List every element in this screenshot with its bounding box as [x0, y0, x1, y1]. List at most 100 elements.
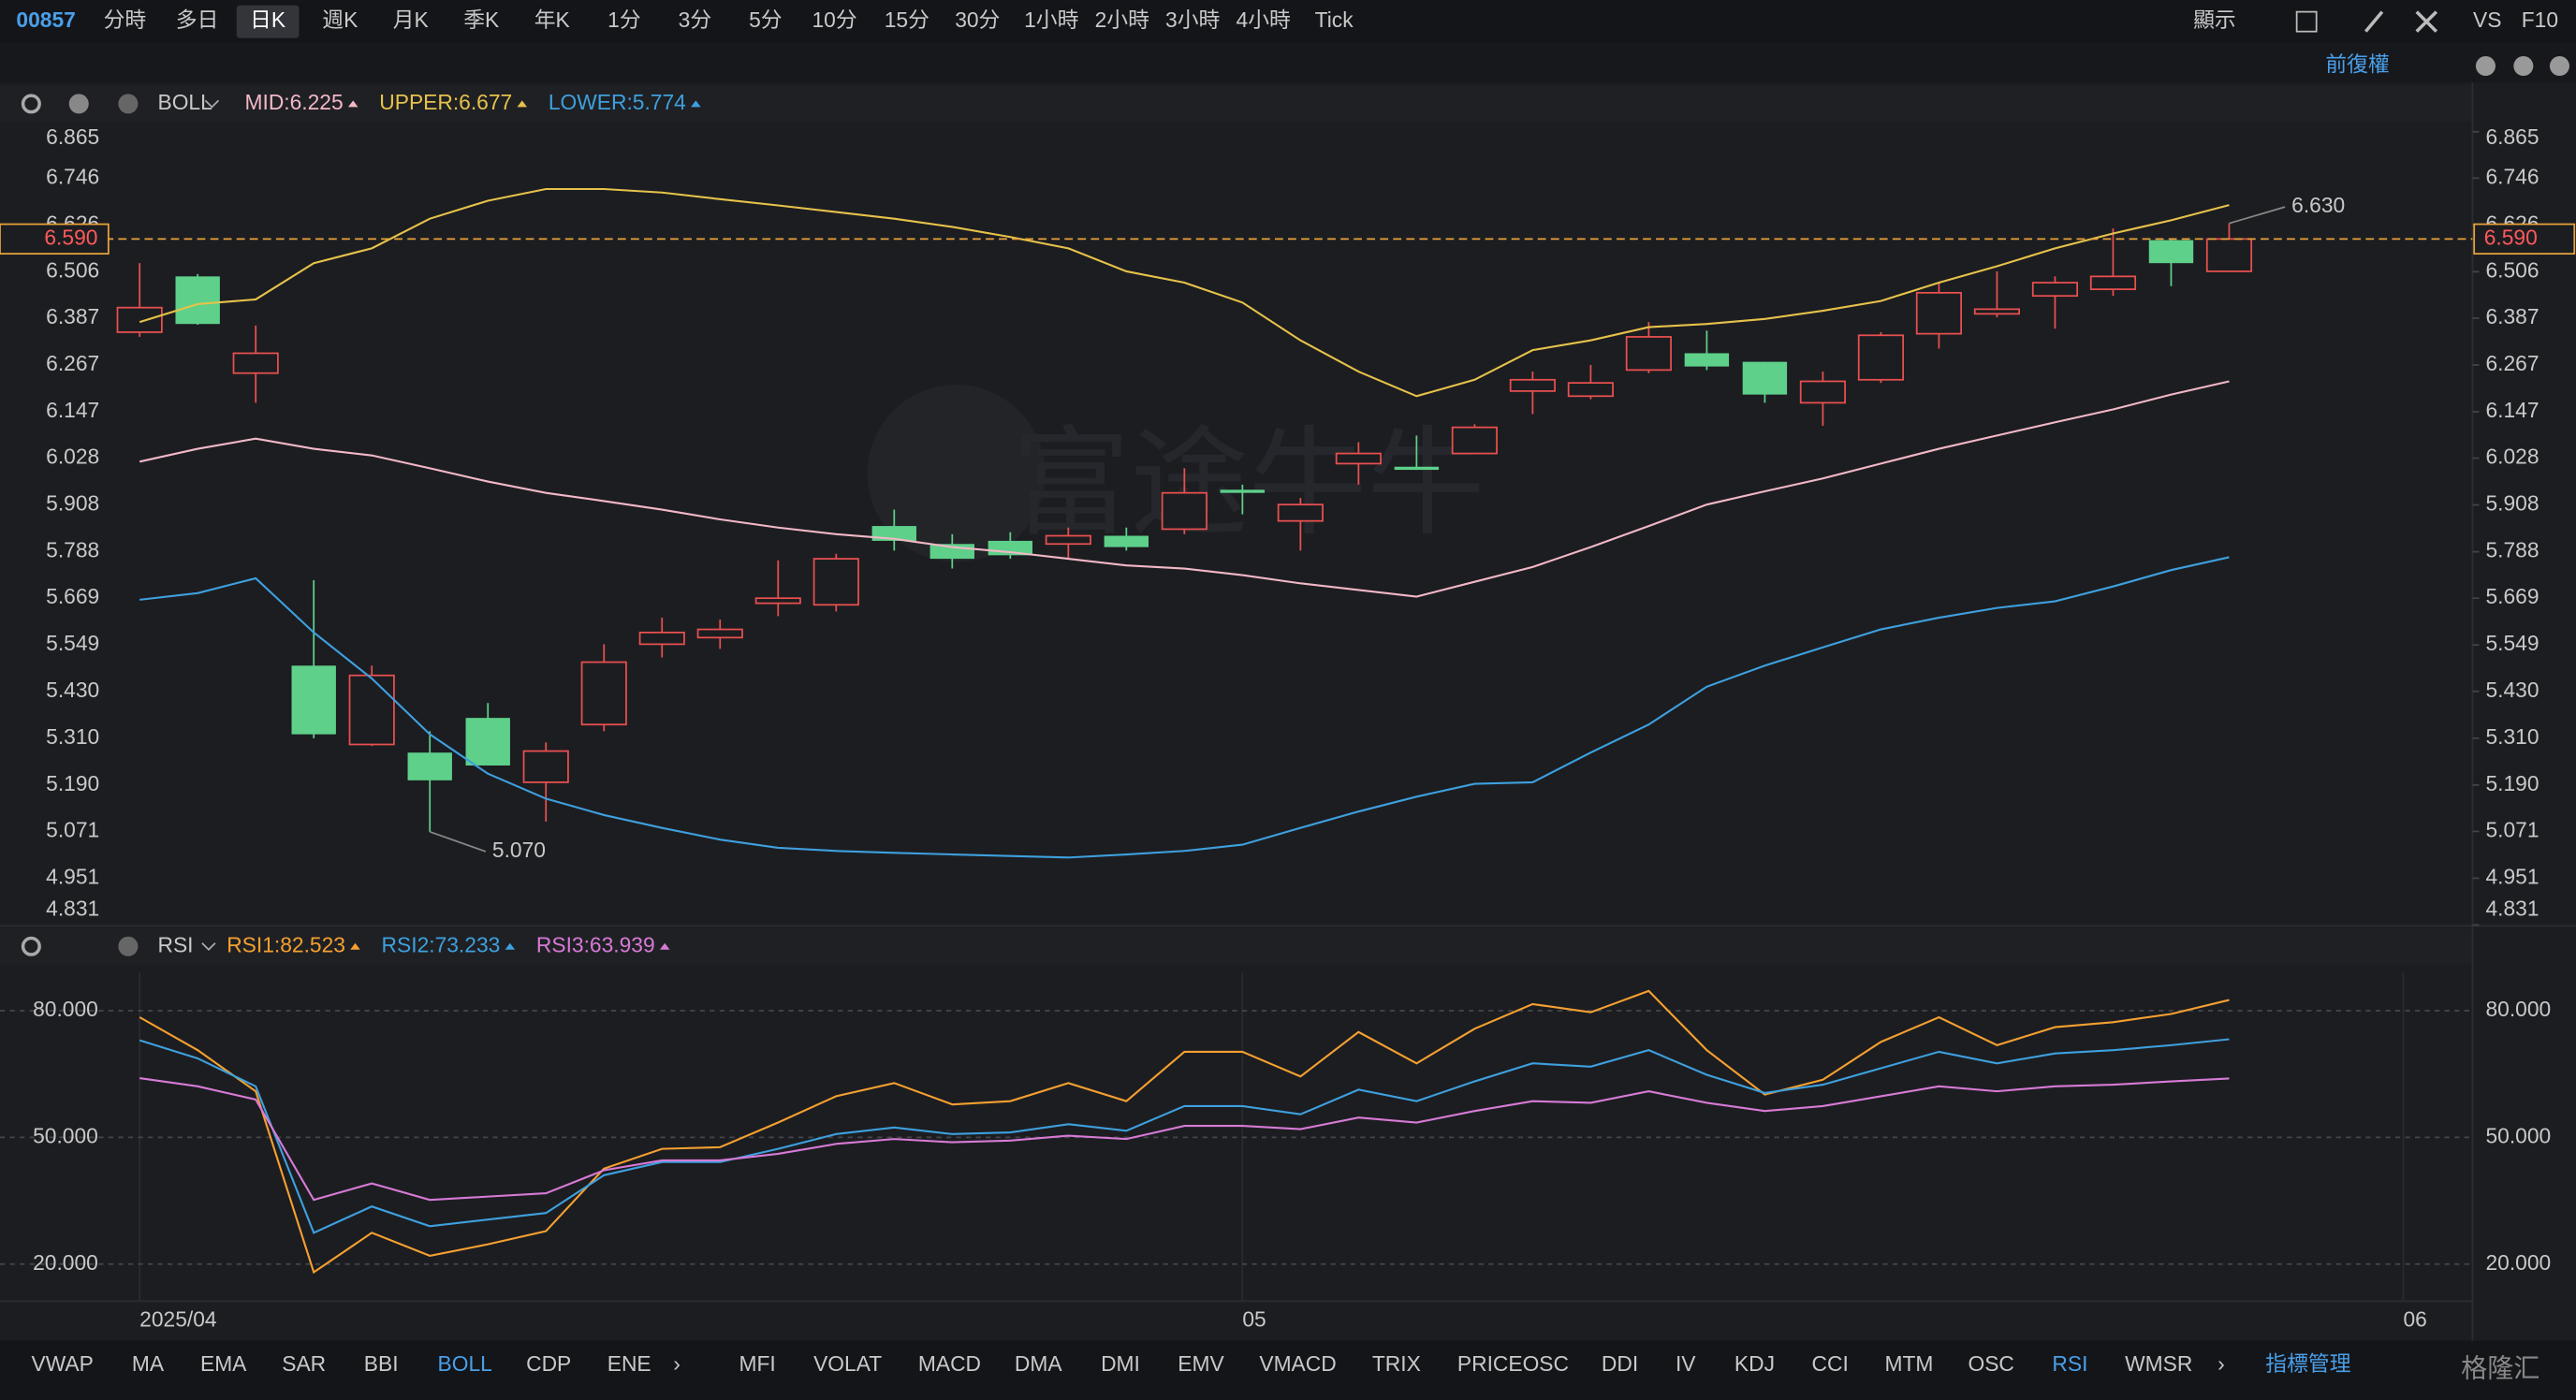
adjust-button[interactable]: 前復權 — [2325, 52, 2389, 77]
display-button[interactable]: 顯示 — [2193, 7, 2236, 32]
indicator-tab[interactable]: MA — [132, 1351, 165, 1376]
last-price-box — [0, 223, 110, 255]
crosshair-icon[interactable] — [2415, 10, 2438, 33]
indicator-tab[interactable]: RSI — [2052, 1351, 2087, 1376]
zoom-in-icon[interactable] — [2549, 56, 2569, 77]
indicator-tab[interactable]: DDI — [1602, 1351, 1638, 1376]
settings-icon[interactable] — [21, 94, 41, 114]
indicator-tab[interactable]: ENE — [607, 1351, 651, 1376]
indicator-tab[interactable]: CCI — [1812, 1351, 1849, 1376]
period-tab[interactable]: 1小時 — [1024, 7, 1078, 32]
y-tick-label: 4.951 — [46, 864, 99, 888]
period-tab[interactable]: 分時 — [104, 7, 147, 32]
indicator-tab[interactable]: WMSR — [2125, 1351, 2192, 1376]
y-tick-label: 80.000 — [2485, 997, 2551, 1021]
indicator-tab[interactable]: MACD — [918, 1351, 981, 1376]
indicator-tab[interactable]: OSC — [1968, 1351, 2013, 1376]
f10-button[interactable]: F10 — [2522, 7, 2558, 32]
period-tab[interactable]: 3小時 — [1165, 7, 1220, 32]
y-tick-label: 5.788 — [2485, 538, 2539, 562]
period-tab[interactable]: 30分 — [955, 7, 1000, 32]
y-tick-label: 5.071 — [2485, 817, 2539, 841]
y-tick-label: 5.430 — [2485, 678, 2539, 702]
period-tab[interactable]: 10分 — [812, 7, 857, 32]
y-tick-label: 5.908 — [46, 491, 99, 516]
indicator-tab[interactable]: IV — [1676, 1351, 1696, 1376]
dropdown-caret[interactable] — [204, 99, 220, 109]
watermark-logo — [867, 385, 1046, 562]
period-tab[interactable]: 年K — [534, 7, 570, 32]
y-tick-label: 5.549 — [46, 631, 99, 655]
period-tab[interactable]: 週K — [322, 7, 358, 32]
legend-arrow — [350, 942, 360, 950]
y-tick-label: 5.549 — [2485, 631, 2539, 655]
indicator-tab[interactable]: VWAP — [32, 1351, 94, 1376]
y-tick-label: 5.190 — [2485, 771, 2539, 795]
indicator-tab[interactable]: DMA — [1015, 1351, 1062, 1376]
close-icon[interactable] — [118, 94, 139, 114]
y-tick-label: 5.669 — [46, 584, 99, 608]
candle-body — [2148, 240, 2194, 264]
candle-body — [348, 674, 395, 746]
period-tab[interactable]: 日K — [250, 7, 285, 32]
y-tick-label: 20.000 — [33, 1250, 98, 1275]
zoom-out-icon[interactable] — [2513, 56, 2534, 77]
toggle-icon[interactable] — [68, 94, 89, 114]
annotation: 6.630 — [2291, 193, 2345, 217]
indicator-tab[interactable]: EMA — [200, 1351, 247, 1376]
candle-body — [1161, 491, 1208, 531]
indicator-tab[interactable]: TRIX — [1372, 1351, 1421, 1376]
indicator-tab[interactable]: CDP — [526, 1351, 571, 1376]
indicator-tab[interactable]: VMACD — [1259, 1351, 1336, 1376]
annotation: 5.070 — [492, 838, 546, 862]
vs-button[interactable]: VS — [2473, 7, 2501, 32]
candle-body — [754, 597, 801, 605]
last-price-label: 6.590 — [2484, 225, 2538, 249]
period-tab[interactable]: 4小時 — [1237, 7, 1291, 32]
period-tab[interactable]: 5分 — [749, 7, 782, 32]
indicator-tab[interactable]: BOLL — [438, 1351, 492, 1376]
period-tab[interactable]: 2小時 — [1095, 7, 1149, 32]
zoom-icon[interactable] — [2475, 56, 2496, 77]
candle-body — [2089, 275, 2137, 290]
indicator-tab[interactable]: MTM — [1884, 1351, 1933, 1376]
scroll-arrow[interactable]: › — [2217, 1351, 2225, 1376]
pen-icon[interactable] — [2364, 10, 2384, 33]
boll-header — [0, 85, 2473, 123]
dropdown-caret[interactable] — [201, 942, 216, 952]
period-tab[interactable]: 月K — [393, 7, 429, 32]
y-tick-label: 80.000 — [33, 997, 98, 1021]
indicator-tab[interactable]: VOLAT — [813, 1351, 882, 1376]
y-tick-label: 6.746 — [2485, 164, 2539, 188]
period-tab[interactable]: 3分 — [679, 7, 711, 32]
y-tick-label: 6.028 — [2485, 445, 2539, 469]
y-tick-label: 5.788 — [46, 538, 99, 562]
indicator-tab[interactable]: MFI — [739, 1351, 775, 1376]
settings-icon[interactable] — [21, 936, 41, 956]
indicator-tab[interactable]: BBI — [364, 1351, 399, 1376]
candle-body — [1857, 334, 1904, 381]
candle-body — [175, 276, 220, 325]
close-icon[interactable] — [118, 936, 139, 956]
candle-body — [1799, 380, 1846, 404]
indicator-tab[interactable]: PRICEOSC — [1457, 1351, 1569, 1376]
indicator-manage[interactable]: 指標管理 — [2265, 1351, 2350, 1376]
candle-body — [1567, 382, 1614, 398]
period-tab[interactable]: 季K — [463, 7, 499, 32]
indicator-tab[interactable]: DMI — [1101, 1351, 1140, 1376]
candle-body — [1104, 535, 1149, 547]
y-tick-label: 6.267 — [46, 351, 99, 375]
indicator-bar — [0, 1340, 2576, 1400]
indicator-tab[interactable]: KDJ — [1734, 1351, 1775, 1376]
checkbox-icon[interactable] — [2295, 10, 2318, 33]
period-tab[interactable]: 1分 — [607, 7, 640, 32]
period-tab[interactable]: Tick — [1315, 7, 1354, 32]
period-tab[interactable]: 多日 — [176, 7, 219, 32]
candle-body — [1915, 291, 1962, 335]
active-tab — [236, 5, 300, 38]
indicator-tab[interactable]: SAR — [282, 1351, 326, 1376]
indicator-tab[interactable]: EMV — [1178, 1351, 1224, 1376]
period-tab[interactable]: 15分 — [885, 7, 929, 32]
scroll-arrow[interactable]: › — [673, 1351, 681, 1376]
